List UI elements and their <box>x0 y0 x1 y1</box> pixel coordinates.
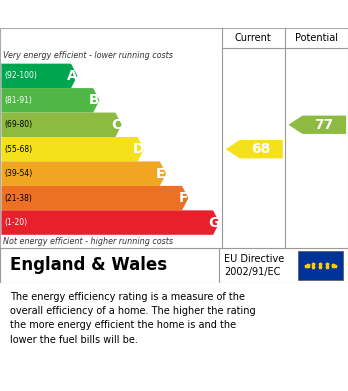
Text: E: E <box>156 167 166 181</box>
Text: 77: 77 <box>315 118 334 132</box>
Text: EU Directive
2002/91/EC: EU Directive 2002/91/EC <box>224 254 285 277</box>
Text: (21-38): (21-38) <box>4 194 32 203</box>
Polygon shape <box>288 116 346 134</box>
Text: Very energy efficient - lower running costs: Very energy efficient - lower running co… <box>3 51 173 60</box>
Text: (92-100): (92-100) <box>4 72 37 81</box>
Text: (55-68): (55-68) <box>4 145 32 154</box>
Polygon shape <box>1 113 122 137</box>
Text: The energy efficiency rating is a measure of the
overall efficiency of a home. T: The energy efficiency rating is a measur… <box>10 292 256 345</box>
Text: (69-80): (69-80) <box>4 120 32 129</box>
Text: England & Wales: England & Wales <box>10 256 168 274</box>
Polygon shape <box>1 186 188 210</box>
Text: F: F <box>179 191 188 205</box>
Polygon shape <box>1 137 144 161</box>
Text: 68: 68 <box>252 142 271 156</box>
Polygon shape <box>1 88 100 113</box>
Text: D: D <box>133 142 144 156</box>
Text: B: B <box>89 93 100 107</box>
Text: (1-20): (1-20) <box>4 218 27 227</box>
Text: G: G <box>208 215 220 230</box>
Polygon shape <box>1 161 166 186</box>
Text: A: A <box>67 69 78 83</box>
Text: Current: Current <box>235 33 272 43</box>
Text: (81-91): (81-91) <box>4 96 32 105</box>
Text: C: C <box>111 118 121 132</box>
Polygon shape <box>1 64 77 88</box>
Polygon shape <box>1 210 219 235</box>
Polygon shape <box>226 140 283 158</box>
Text: Energy Efficiency Rating: Energy Efficiency Rating <box>10 7 220 22</box>
Text: Not energy efficient - higher running costs: Not energy efficient - higher running co… <box>3 237 174 246</box>
FancyBboxPatch shape <box>298 251 343 280</box>
Text: Potential: Potential <box>295 33 338 43</box>
Text: (39-54): (39-54) <box>4 169 32 178</box>
